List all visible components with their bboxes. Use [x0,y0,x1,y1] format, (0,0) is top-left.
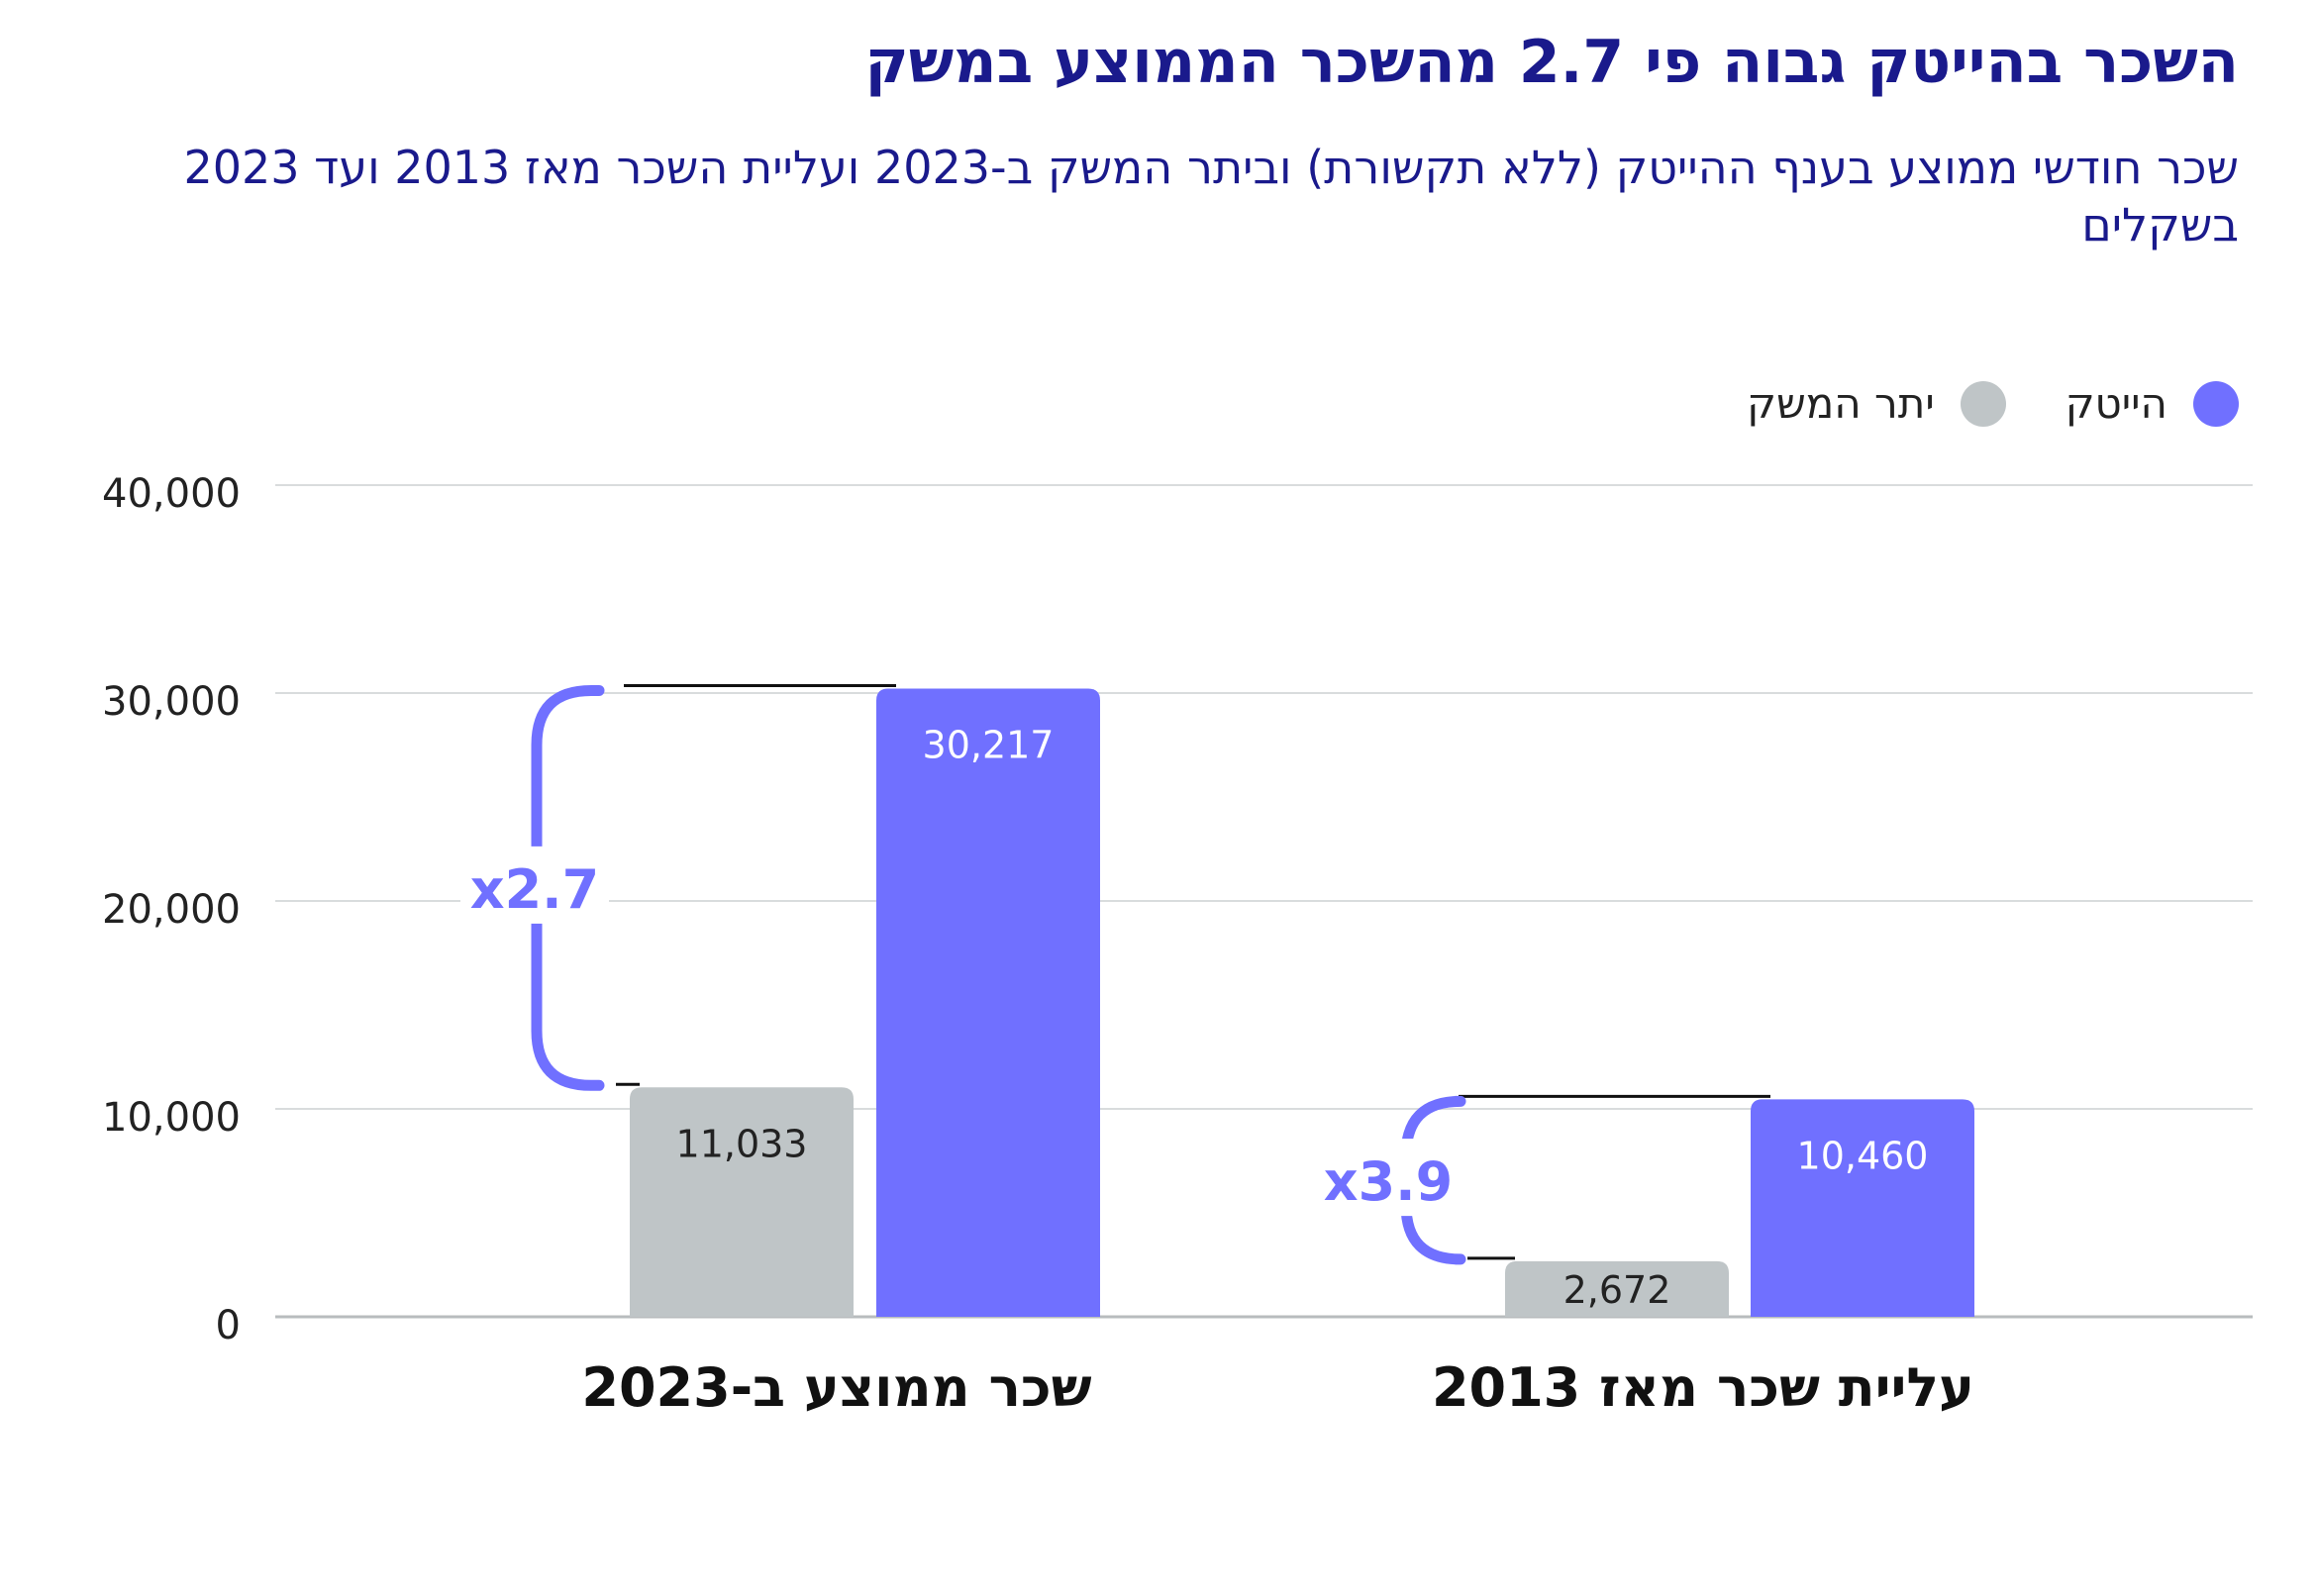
chart-title: השכר בהייטק גבוה פי 2.7 מהשכר הממוצע במש… [864,28,2240,97]
legend-item-hitech: הייטק [2066,379,2239,428]
chart-subtitle: שכר חודשי ממוצע בענף ההייטק (ללא תקשורת)… [183,141,2239,251]
category-label: שכר ממוצע ב-2023 [581,1356,1091,1419]
legend-swatch-rest [1960,380,2006,427]
bar-value-label: 10,460 [1797,1134,1929,1177]
bar-hitech [876,688,1100,1317]
multiplier-label: x3.9 [1324,1150,1454,1213]
bar-rest-of-economy [630,1087,854,1317]
y-tick-label: 10,000 [102,1095,241,1141]
y-tick-label: 30,000 [102,679,241,725]
bar-value-label: 11,033 [676,1122,808,1165]
bar-value-label: 2,672 [1563,1268,1671,1312]
multiplier-label-background [460,846,609,924]
legend-item-rest: יתר המשק [1747,379,2006,428]
legend-label-hitech: הייטק [2065,379,2167,428]
y-tick-label: 20,000 [102,887,241,933]
bar-hitech [1751,1099,1974,1317]
legend-swatch-hitech [2193,380,2239,427]
y-tick-label: 0 [216,1303,241,1348]
category-label: עליית שכר מאז 2013 [1432,1356,1974,1419]
y-tick-label: 40,000 [102,471,241,517]
legend: הייטק יתר המשק [1687,379,2239,428]
bar-value-label: 30,217 [923,723,1055,766]
multiplier-label: x2.7 [470,858,600,921]
bar-rest-of-economy [1505,1260,1729,1317]
legend-label-rest: יתר המשק [1747,379,1935,428]
multiplier-label-background [1314,1139,1462,1217]
